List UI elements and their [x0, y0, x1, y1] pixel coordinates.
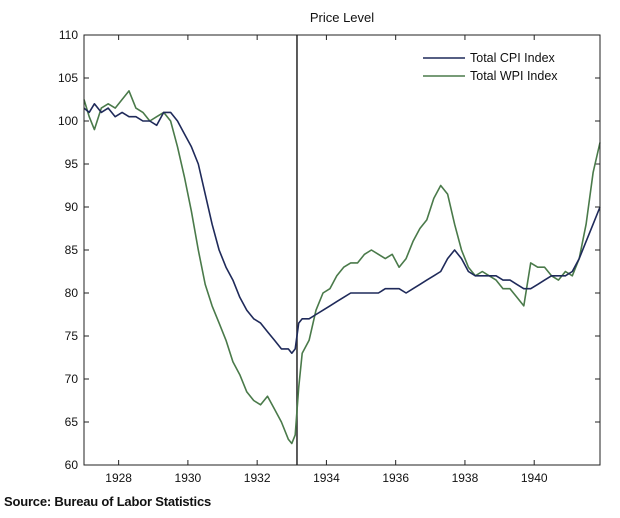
y-tick-label: 85 — [65, 243, 79, 257]
y-tick-label: 105 — [58, 71, 78, 85]
x-tick-label: 1934 — [313, 471, 340, 485]
x-tick-label: 1932 — [244, 471, 271, 485]
y-tick-label: 70 — [65, 372, 79, 386]
y-tick-label: 75 — [65, 329, 79, 343]
y-tick-label: 60 — [65, 458, 79, 472]
chart-title: Price Level — [310, 10, 374, 25]
source-caption: Source: Bureau of Labor Statistics — [4, 494, 212, 509]
y-tick-label: 95 — [65, 157, 79, 171]
y-tick-label: 90 — [65, 200, 79, 214]
y-tick-label: 110 — [59, 28, 78, 42]
x-tick-label: 1928 — [105, 471, 132, 485]
y-tick-label: 100 — [58, 114, 78, 128]
legend-label: Total WPI Index — [470, 69, 558, 83]
x-tick-label: 1936 — [382, 471, 409, 485]
plot-area — [83, 34, 601, 466]
series-line-total-cpi-index — [83, 103, 601, 355]
x-tick-label: 1940 — [521, 471, 548, 485]
x-tick-label: 1938 — [452, 471, 479, 485]
price-level-chart: Price Level 60 65 70 75 80 85 90 95 100 105 110 192… — [58, 10, 601, 485]
legend: Total CPI Index Total WPI Index — [423, 51, 558, 83]
y-tick-label: 80 — [65, 286, 79, 300]
y-tick-label: 65 — [65, 415, 79, 429]
x-tick-label: 1930 — [175, 471, 202, 485]
series-line-total-wpi-index — [83, 90, 601, 445]
legend-label: Total CPI Index — [470, 51, 556, 65]
